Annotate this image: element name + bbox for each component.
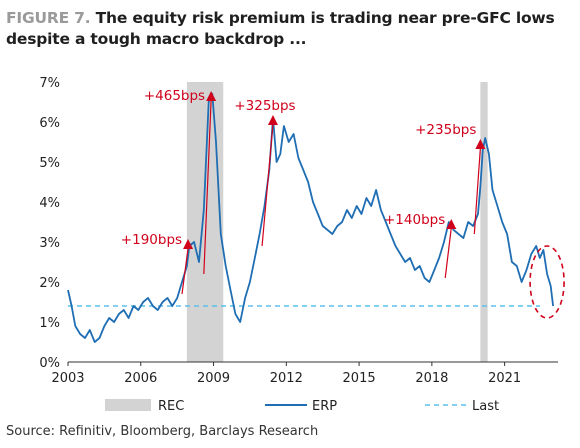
y-tick-label: 1% bbox=[39, 316, 60, 331]
legend-label: ERP bbox=[312, 399, 337, 414]
annotation-arrow-line bbox=[444, 227, 452, 279]
chart-title: FIGURE 7. The equity risk premium is tra… bbox=[6, 8, 571, 50]
latest-highlight-circle bbox=[529, 245, 565, 319]
erp-chart: 0% 1% 2% 3% 4% 5% 6% 7% 2003 2006 2009 2012 2015 2018… bbox=[39, 76, 565, 414]
x-tick-label: 2009 bbox=[197, 371, 230, 386]
annotation-label: +190bps bbox=[121, 232, 182, 248]
legend: REC ERP Last bbox=[105, 399, 499, 414]
figure-label: FIGURE 7. bbox=[6, 9, 91, 27]
y-tick-label: 5% bbox=[39, 156, 60, 171]
x-tick-label: 2015 bbox=[343, 371, 376, 386]
annotation-arrow-line bbox=[203, 99, 212, 275]
annotations: +190bps +465bps +325bps +140bps +235bps bbox=[121, 88, 486, 295]
source-note: Source: Refinitiv, Bloomberg, Barclays R… bbox=[6, 424, 319, 439]
y-tick-label: 6% bbox=[39, 116, 60, 131]
annotation-arrow-head bbox=[446, 219, 457, 229]
annotation-label: +465bps bbox=[144, 88, 205, 104]
annotation-arrow-head bbox=[183, 239, 194, 249]
annotation-arrow-line bbox=[181, 247, 189, 295]
recession-band-0 bbox=[186, 82, 224, 362]
annotation-label: +325bps bbox=[234, 98, 295, 114]
erp-line bbox=[67, 93, 554, 343]
y-tick-label: 4% bbox=[39, 196, 60, 211]
annotation-arrow-head bbox=[206, 91, 217, 101]
x-tick-label: 2021 bbox=[488, 371, 521, 386]
annotation-label: +235bps bbox=[415, 122, 476, 138]
recession-band-1 bbox=[480, 82, 488, 362]
erp-series bbox=[67, 93, 554, 343]
title-text: The equity risk premium is trading near … bbox=[6, 9, 555, 48]
annotation-arrow-head bbox=[475, 139, 486, 149]
x-tick-label: 2012 bbox=[270, 371, 303, 386]
tick-labels: 0% 1% 2% 3% 4% 5% 6% 7% 2003 2006 2009 2012 2015 2018… bbox=[39, 76, 521, 386]
annotation-arrow-line bbox=[261, 123, 274, 247]
annotation-arrow-head bbox=[267, 115, 278, 125]
annotation-label: +140bps bbox=[384, 212, 445, 228]
legend-label: Last bbox=[472, 399, 499, 414]
latest-highlight-ellipse bbox=[529, 245, 565, 319]
annotation-arrow-line bbox=[473, 147, 481, 235]
x-tick-label: 2018 bbox=[415, 371, 448, 386]
recession-bands bbox=[186, 82, 488, 362]
legend-label: REC bbox=[158, 399, 184, 414]
y-tick-label: 3% bbox=[39, 236, 60, 251]
legend-swatch-rec bbox=[105, 399, 151, 411]
y-tick-label: 2% bbox=[39, 276, 60, 291]
x-tick-label: 2006 bbox=[124, 371, 157, 386]
y-tick-label: 0% bbox=[39, 356, 60, 371]
y-tick-label: 7% bbox=[39, 76, 60, 91]
x-tick-label: 2003 bbox=[51, 371, 84, 386]
